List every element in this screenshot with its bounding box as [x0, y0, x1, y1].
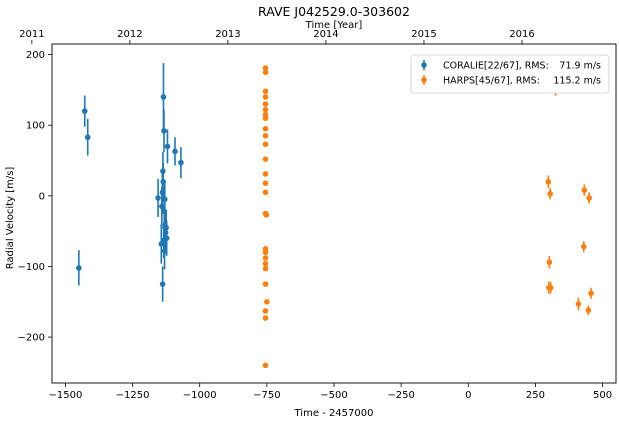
axes: −1500 −1250 −1000 −750 −500 −250 0 250 500−200−1… — [18, 29, 613, 401]
data-point — [161, 128, 167, 134]
data-point — [81, 108, 88, 114]
data-point — [262, 106, 269, 113]
data-point — [262, 362, 269, 369]
data-point — [586, 195, 592, 201]
x-tick-label: 250 — [526, 390, 545, 401]
data-point — [262, 171, 269, 177]
y-tick-label: 0 — [39, 191, 45, 202]
data-point — [262, 133, 269, 139]
data-point — [262, 115, 269, 121]
data-point — [76, 265, 82, 271]
data-point — [580, 243, 587, 250]
data-point — [262, 180, 269, 186]
top-axis-label: Time [Year] — [305, 20, 363, 31]
data-point — [263, 212, 270, 218]
y-axis-label: Radial Velocity [m/s] — [5, 167, 16, 270]
data-point — [262, 125, 269, 132]
data-point — [547, 190, 553, 197]
x-tick-label: −750 — [253, 390, 280, 401]
data-point — [575, 301, 582, 307]
y-tick-label: 200 — [26, 50, 45, 61]
data-point — [547, 284, 554, 291]
data-point — [262, 94, 269, 100]
x-tick-label: −250 — [387, 390, 414, 401]
data-point — [581, 187, 588, 193]
legend-rms: 71.9 m/s — [559, 61, 601, 72]
x-tick-label: −500 — [320, 390, 347, 401]
data-layer — [76, 63, 594, 369]
y-tick-label: 100 — [26, 121, 45, 132]
legend-label: CORALIE[22/67], RMS: — [443, 61, 549, 72]
data-point — [585, 307, 592, 314]
data-point — [163, 235, 170, 242]
data-point — [262, 189, 269, 196]
data-point — [164, 143, 171, 150]
legend-entry-coralie: CORALIE[22/67], RMS: 71.9 m/s — [421, 60, 601, 72]
plot-frame — [51, 43, 617, 384]
data-point — [159, 281, 166, 287]
data-point — [262, 260, 269, 267]
data-point — [162, 196, 168, 203]
legend-entry-harps: HARPS[45/67], RMS: 115.2 m/s — [421, 75, 601, 87]
data-point — [262, 156, 269, 162]
legend: CORALIE[22/67], RMS: 71.9 m/s HARPS[45/67]… — [410, 54, 610, 94]
data-point — [262, 69, 269, 76]
legend-box — [410, 54, 610, 94]
data-point — [545, 178, 552, 185]
data-point — [84, 134, 91, 141]
top-tick-label: 2016 — [509, 29, 534, 40]
x-tick-label: −1250 — [116, 390, 150, 401]
y-tick-label: −100 — [18, 262, 45, 273]
top-tick-label: 2012 — [117, 29, 142, 40]
legend-marker — [421, 77, 427, 83]
data-point — [262, 308, 269, 314]
data-point — [546, 259, 553, 266]
data-point — [262, 265, 269, 272]
x-tick-label: −1500 — [49, 390, 83, 401]
data-point — [262, 141, 269, 148]
top-tick-label: 2015 — [411, 29, 436, 40]
data-point — [262, 315, 269, 321]
top-tick-label: 2011 — [19, 29, 44, 40]
data-point — [155, 195, 161, 201]
top-tick-label: 2014 — [313, 29, 338, 40]
legend-marker — [421, 62, 427, 68]
data-point — [262, 88, 269, 95]
series-coralie — [76, 63, 184, 302]
legend-rms: 115.2 m/s — [553, 76, 601, 87]
data-point — [262, 65, 269, 71]
series-harps — [262, 65, 594, 369]
top-tick-label: 2013 — [215, 29, 240, 40]
data-point — [178, 159, 184, 166]
chart-title: RAVE J042529.0-303602 — [258, 4, 410, 19]
data-point — [172, 148, 178, 155]
x-axis-label: Time - 2457000 — [294, 408, 374, 419]
data-point — [262, 249, 269, 256]
data-point — [160, 94, 167, 100]
data-point — [262, 101, 269, 107]
legend-label: HARPS[45/67], RMS: — [443, 76, 540, 87]
y-tick-label: −200 — [18, 333, 45, 344]
x-tick-label: −1000 — [183, 390, 217, 401]
data-point — [264, 298, 270, 305]
x-tick-label: 0 — [465, 390, 471, 401]
data-point — [262, 255, 269, 261]
x-tick-label: 500 — [593, 390, 612, 401]
data-point — [588, 290, 594, 297]
data-point — [262, 281, 269, 287]
